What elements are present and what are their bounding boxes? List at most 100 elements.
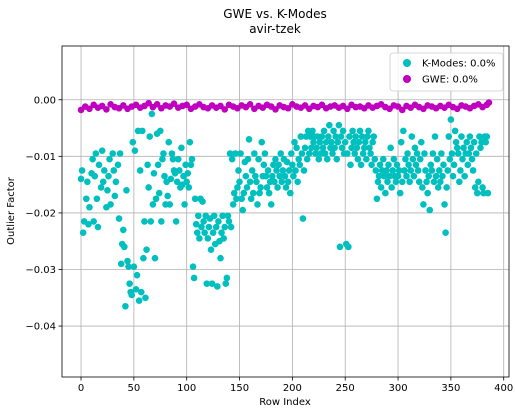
- data-point: [440, 161, 447, 169]
- data-point: [105, 172, 112, 180]
- data-point: [452, 138, 460, 146]
- data-point: [448, 150, 456, 157]
- data-point: [331, 144, 338, 152]
- data-point: [423, 178, 430, 186]
- data-point: [239, 206, 246, 214]
- x-tick-label: 300: [388, 383, 407, 394]
- data-point: [344, 150, 351, 157]
- data-point: [299, 215, 307, 222]
- data-point: [97, 184, 105, 191]
- data-point: [367, 150, 374, 157]
- grid: [62, 46, 509, 377]
- data-point: [146, 133, 154, 140]
- data-point: [237, 150, 244, 157]
- data-point: [472, 150, 480, 157]
- data-point: [348, 144, 355, 152]
- x-tick-label: 200: [283, 383, 302, 394]
- data-point: [141, 218, 148, 225]
- data-point: [320, 127, 328, 135]
- data-point: [278, 178, 286, 186]
- data-point: [389, 167, 397, 174]
- data-point: [409, 155, 417, 163]
- data-point: [228, 155, 236, 163]
- data-point: [433, 155, 441, 163]
- data-point: [308, 144, 315, 152]
- data-point: [397, 138, 405, 146]
- data-point: [187, 161, 195, 169]
- data-point: [246, 100, 254, 108]
- data-point: [268, 172, 276, 180]
- data-point: [227, 223, 235, 231]
- data-point: [192, 220, 200, 228]
- data-point: [191, 195, 199, 203]
- data-point: [393, 161, 401, 169]
- data-point: [208, 280, 216, 287]
- data-point: [398, 178, 406, 186]
- data-point: [128, 291, 136, 299]
- data-point: [437, 178, 444, 186]
- data-point: [323, 155, 331, 163]
- data-point: [412, 161, 420, 169]
- data-point: [468, 155, 476, 163]
- x-tick-label: 50: [127, 383, 140, 394]
- data-point: [471, 184, 479, 191]
- data-point: [130, 263, 138, 270]
- data-point: [385, 161, 392, 169]
- data-point: [368, 161, 375, 169]
- data-point: [411, 144, 419, 152]
- data-point: [295, 155, 303, 163]
- data-point: [371, 155, 379, 163]
- data-point: [276, 172, 283, 180]
- data-point: [419, 184, 426, 191]
- data-point: [226, 150, 234, 157]
- data-point: [377, 184, 385, 191]
- data-point: [474, 189, 481, 197]
- data-point: [262, 172, 270, 180]
- data-point: [145, 99, 152, 107]
- data-point: [344, 105, 351, 113]
- data-point: [183, 101, 190, 109]
- data-point: [463, 138, 471, 146]
- data-point: [312, 150, 319, 157]
- data-point: [142, 294, 149, 302]
- data-point: [89, 155, 96, 163]
- data-point: [288, 150, 295, 157]
- data-point: [200, 218, 207, 225]
- data-point: [332, 133, 340, 140]
- data-point: [188, 155, 196, 163]
- data-point: [274, 184, 281, 191]
- data-point: [240, 189, 248, 197]
- y-axis: −0.04 −0.03 −0.02 −0.01 0.00: [25, 95, 62, 333]
- data-point: [174, 155, 182, 163]
- data-point: [374, 178, 382, 186]
- data-point: [164, 192, 171, 200]
- data-point: [201, 229, 208, 237]
- data-point: [283, 158, 291, 166]
- data-point: [403, 172, 410, 180]
- data-point: [422, 167, 429, 174]
- data-point: [450, 161, 458, 169]
- data-point: [426, 206, 434, 214]
- data-point: [238, 195, 245, 203]
- data-point: [261, 150, 269, 157]
- data-point: [464, 161, 472, 169]
- data-point: [117, 260, 125, 268]
- series-gwe: [77, 99, 493, 114]
- data-point: [432, 172, 440, 180]
- data-point: [456, 178, 463, 186]
- data-point: [170, 100, 178, 108]
- data-point: [484, 189, 492, 197]
- data-point: [256, 189, 263, 197]
- data-point: [198, 223, 205, 231]
- data-point: [257, 184, 264, 191]
- data-point: [364, 133, 371, 140]
- data-point: [272, 155, 279, 163]
- data-point: [110, 167, 118, 174]
- data-point: [328, 138, 335, 146]
- data-point: [425, 172, 432, 180]
- data-point: [91, 172, 99, 180]
- data-point: [467, 144, 475, 152]
- data-point: [210, 212, 218, 220]
- data-point: [353, 144, 361, 152]
